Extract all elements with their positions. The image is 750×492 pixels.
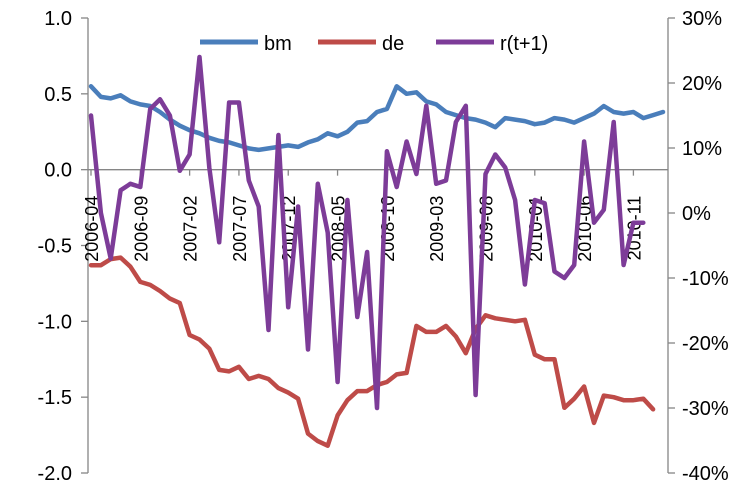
x-tick-label: 2007-02 xyxy=(181,196,201,262)
left-tick-label: 1.0 xyxy=(44,8,72,30)
series-lines xyxy=(88,54,666,448)
right-tick-label: -20% xyxy=(682,333,729,355)
left-tick-label: 0.5 xyxy=(44,84,72,106)
series-line-de xyxy=(88,255,656,448)
legend-label-r: r(t+1) xyxy=(500,33,548,55)
right-tick-label: -40% xyxy=(682,463,729,485)
legend: bm de r(t+1) xyxy=(200,33,548,55)
right-tick-label: 0% xyxy=(682,203,711,225)
legend-label-bm: bm xyxy=(264,33,292,55)
left-tick-label: -1.0 xyxy=(38,311,72,333)
right-tick-label: 10% xyxy=(682,138,722,160)
left-tick-label: -1.5 xyxy=(38,387,72,409)
left-tick-label: 0.0 xyxy=(44,160,72,182)
x-tick-label: 2009-08 xyxy=(476,196,496,262)
right-tick-label: 30% xyxy=(682,8,722,30)
right-tick-label: -10% xyxy=(682,268,729,290)
right-tick-label: -30% xyxy=(682,398,729,420)
x-tick-label: 2009-03 xyxy=(427,196,447,262)
left-tick-label: -2.0 xyxy=(38,463,72,485)
x-tick-label: 2006-04 xyxy=(82,196,102,262)
x-tick-label: 2007-07 xyxy=(230,196,250,262)
x-tick-label: 2006-09 xyxy=(131,196,151,262)
series-line-bm xyxy=(88,84,666,153)
legend-label-de: de xyxy=(382,33,404,55)
left-tick-label: -0.5 xyxy=(38,236,72,258)
right-tick-label: 20% xyxy=(682,73,722,95)
series-line-rt xyxy=(88,54,646,411)
